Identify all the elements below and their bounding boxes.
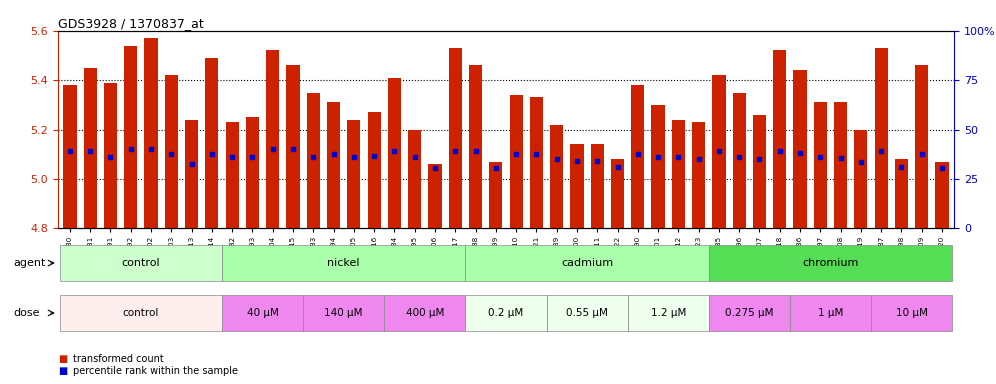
Bar bbox=[124, 46, 137, 228]
Bar bbox=[60, 295, 222, 331]
Text: 1.2 μM: 1.2 μM bbox=[650, 308, 686, 318]
Bar bbox=[387, 78, 401, 228]
Bar bbox=[571, 144, 584, 228]
Bar bbox=[855, 129, 868, 228]
Bar bbox=[510, 95, 523, 228]
Bar bbox=[915, 65, 928, 228]
Bar bbox=[627, 295, 709, 331]
Bar bbox=[222, 295, 303, 331]
Bar bbox=[753, 115, 766, 228]
Bar bbox=[84, 68, 97, 228]
Text: 10 μM: 10 μM bbox=[895, 308, 927, 318]
Bar bbox=[469, 65, 482, 228]
Bar bbox=[547, 295, 627, 331]
Bar bbox=[671, 120, 685, 228]
Text: 0.55 μM: 0.55 μM bbox=[566, 308, 608, 318]
Bar bbox=[60, 245, 222, 281]
Text: 140 μM: 140 μM bbox=[325, 308, 363, 318]
Bar bbox=[327, 103, 341, 228]
Bar bbox=[246, 117, 259, 228]
Bar bbox=[348, 120, 361, 228]
Text: chromium: chromium bbox=[802, 258, 859, 268]
Bar bbox=[205, 58, 218, 228]
Text: GDS3928 / 1370837_at: GDS3928 / 1370837_at bbox=[58, 17, 203, 30]
Bar bbox=[408, 129, 421, 228]
Bar bbox=[185, 120, 198, 228]
Bar bbox=[712, 75, 725, 228]
Bar bbox=[591, 144, 604, 228]
Text: control: control bbox=[123, 308, 159, 318]
Bar bbox=[790, 295, 872, 331]
Text: dose: dose bbox=[13, 308, 40, 318]
Bar bbox=[894, 159, 908, 228]
Bar bbox=[287, 65, 300, 228]
Bar bbox=[64, 85, 77, 228]
Bar bbox=[104, 83, 118, 228]
Bar bbox=[733, 93, 746, 228]
Bar bbox=[266, 51, 279, 228]
Bar bbox=[611, 159, 624, 228]
Bar bbox=[834, 103, 848, 228]
Bar bbox=[530, 98, 543, 228]
Bar bbox=[307, 93, 320, 228]
Text: 40 μM: 40 μM bbox=[247, 308, 279, 318]
Bar bbox=[144, 38, 157, 228]
Bar bbox=[225, 122, 239, 228]
Text: control: control bbox=[122, 258, 160, 268]
Bar bbox=[651, 105, 664, 228]
Bar bbox=[814, 103, 827, 228]
Bar bbox=[773, 51, 787, 228]
Text: 400 μM: 400 μM bbox=[405, 308, 444, 318]
Bar bbox=[550, 125, 564, 228]
Bar bbox=[465, 245, 709, 281]
Text: nickel: nickel bbox=[328, 258, 360, 268]
Text: agent: agent bbox=[13, 258, 46, 268]
Bar bbox=[303, 295, 384, 331]
Bar bbox=[489, 162, 502, 228]
Text: ■: ■ bbox=[58, 366, 67, 376]
Text: percentile rank within the sample: percentile rank within the sample bbox=[73, 366, 238, 376]
Text: ■: ■ bbox=[58, 354, 67, 364]
Bar bbox=[692, 122, 705, 228]
Text: 0.275 μM: 0.275 μM bbox=[725, 308, 774, 318]
Bar bbox=[631, 85, 644, 228]
Text: cadmium: cadmium bbox=[561, 258, 614, 268]
Bar bbox=[428, 164, 441, 228]
Bar bbox=[222, 245, 465, 281]
Text: transformed count: transformed count bbox=[73, 354, 163, 364]
Bar bbox=[465, 295, 547, 331]
Bar bbox=[872, 295, 952, 331]
Bar bbox=[935, 162, 948, 228]
Bar bbox=[709, 295, 790, 331]
Bar bbox=[384, 295, 465, 331]
Bar bbox=[709, 245, 952, 281]
Text: 0.2 μM: 0.2 μM bbox=[488, 308, 524, 318]
Bar bbox=[874, 48, 887, 228]
Bar bbox=[164, 75, 178, 228]
Bar bbox=[368, 112, 380, 228]
Bar bbox=[448, 48, 462, 228]
Bar bbox=[794, 70, 807, 228]
Text: 1 μM: 1 μM bbox=[818, 308, 844, 318]
